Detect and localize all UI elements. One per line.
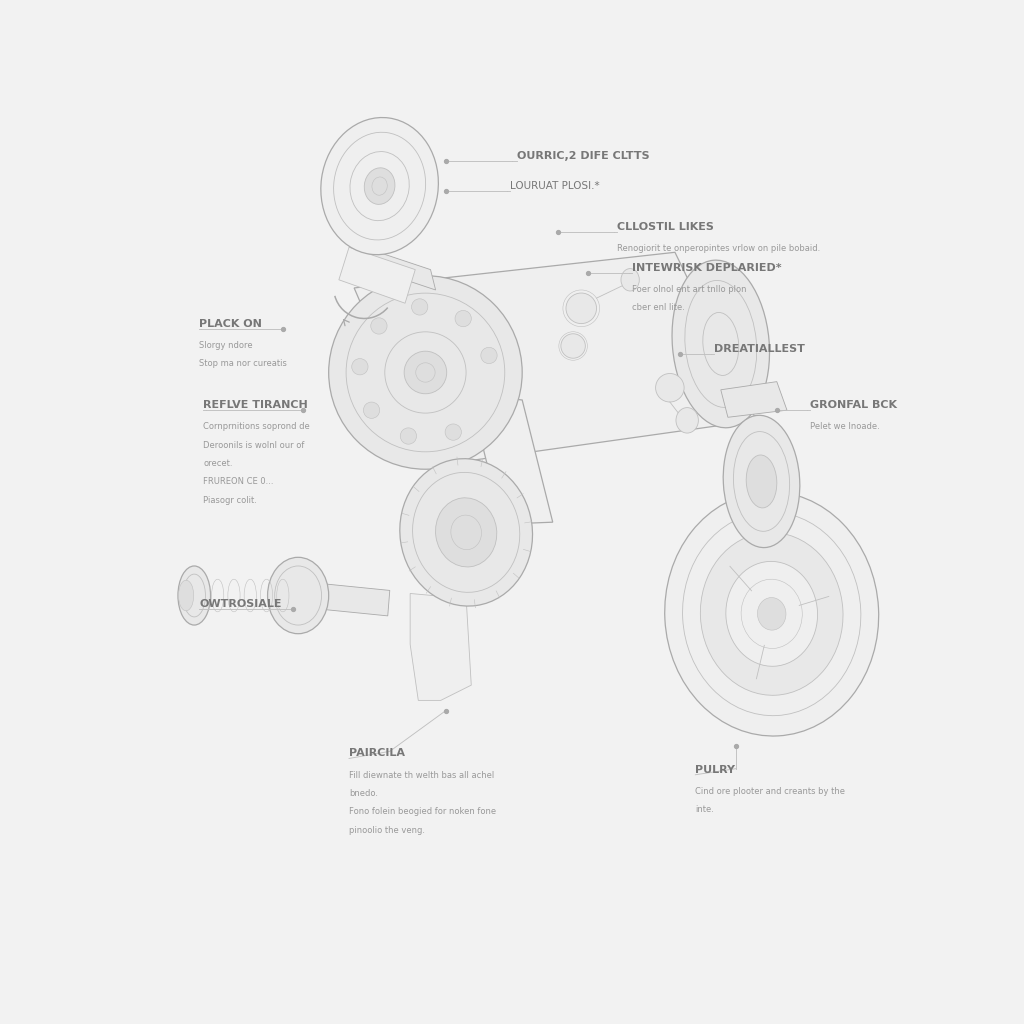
Text: PULRY: PULRY [695,765,735,775]
Polygon shape [344,382,553,524]
Text: Deroonils is wolnl our of: Deroonils is wolnl our of [204,440,305,450]
Ellipse shape [758,598,786,630]
Text: FRUREON CE 0...: FRUREON CE 0... [204,477,273,486]
Ellipse shape [365,168,395,205]
Text: REFLVE TIRANCH: REFLVE TIRANCH [204,400,308,411]
Text: Slorgy ndore: Slorgy ndore [200,341,253,350]
Text: cber enl lite.: cber enl lite. [632,303,685,312]
Text: Foer olnol ent art tnllo plon: Foer olnol ent art tnllo plon [632,285,746,294]
Ellipse shape [321,118,438,255]
Text: Fono folein beogied for noken fone: Fono folein beogied for noken fone [349,807,497,816]
Ellipse shape [399,459,532,606]
Text: LOURUAT PLOSI.*: LOURUAT PLOSI.* [510,181,600,191]
Text: Cind ore plooter and creants by the: Cind ore plooter and creants by the [695,787,846,796]
Ellipse shape [435,498,497,567]
Circle shape [455,310,471,327]
Ellipse shape [746,455,777,508]
Ellipse shape [178,581,194,610]
Circle shape [371,317,387,334]
Text: DREATIALLEST: DREATIALLEST [714,344,805,354]
Ellipse shape [178,566,211,625]
Text: PLACK ON: PLACK ON [200,318,262,329]
Polygon shape [354,252,757,466]
Ellipse shape [672,260,769,428]
Ellipse shape [665,492,879,736]
Circle shape [404,351,446,394]
Ellipse shape [561,334,586,358]
Text: pinoolio the veng.: pinoolio the veng. [349,825,425,835]
Ellipse shape [267,557,329,634]
Text: Piasogr colit.: Piasogr colit. [204,496,257,505]
Text: INTEWRISK DEPLARIED*: INTEWRISK DEPLARIED* [632,263,781,272]
Text: Cornprnitions soprond de: Cornprnitions soprond de [204,422,310,431]
Ellipse shape [726,561,817,667]
Polygon shape [370,249,435,290]
Polygon shape [316,584,390,615]
Polygon shape [411,594,471,700]
Circle shape [445,424,462,440]
Text: orecet.: orecet. [204,459,232,468]
Text: OWTROSIALE: OWTROSIALE [200,599,282,608]
Circle shape [329,275,522,469]
Text: Stop ma nor cureatis: Stop ma nor cureatis [200,359,287,369]
Polygon shape [721,382,787,418]
Text: Renogiorit te onperopintes vrlow on pile bobaid.: Renogiorit te onperopintes vrlow on pile… [616,244,820,253]
Ellipse shape [700,532,843,695]
Circle shape [481,347,497,364]
Ellipse shape [723,416,800,548]
Text: GRONFAL BCK: GRONFAL BCK [810,400,897,411]
Ellipse shape [676,408,698,433]
Text: CLLOSTIL LIKES: CLLOSTIL LIKES [616,222,714,231]
Circle shape [351,358,368,375]
Text: OURRIC,2 DIFE CLTTS: OURRIC,2 DIFE CLTTS [517,151,649,161]
Text: bnedo.: bnedo. [349,790,378,798]
Circle shape [400,428,417,444]
Circle shape [385,332,466,413]
Text: PAIRCILA: PAIRCILA [349,749,406,759]
Ellipse shape [655,374,684,402]
Ellipse shape [621,268,639,291]
Text: Pelet we Inoade.: Pelet we Inoade. [810,422,881,431]
Ellipse shape [566,293,597,324]
Circle shape [364,402,380,419]
Text: Fill diewnate th welth bas all achel: Fill diewnate th welth bas all achel [349,771,495,779]
Text: inte.: inte. [695,805,714,814]
Polygon shape [339,247,416,303]
Circle shape [412,299,428,315]
